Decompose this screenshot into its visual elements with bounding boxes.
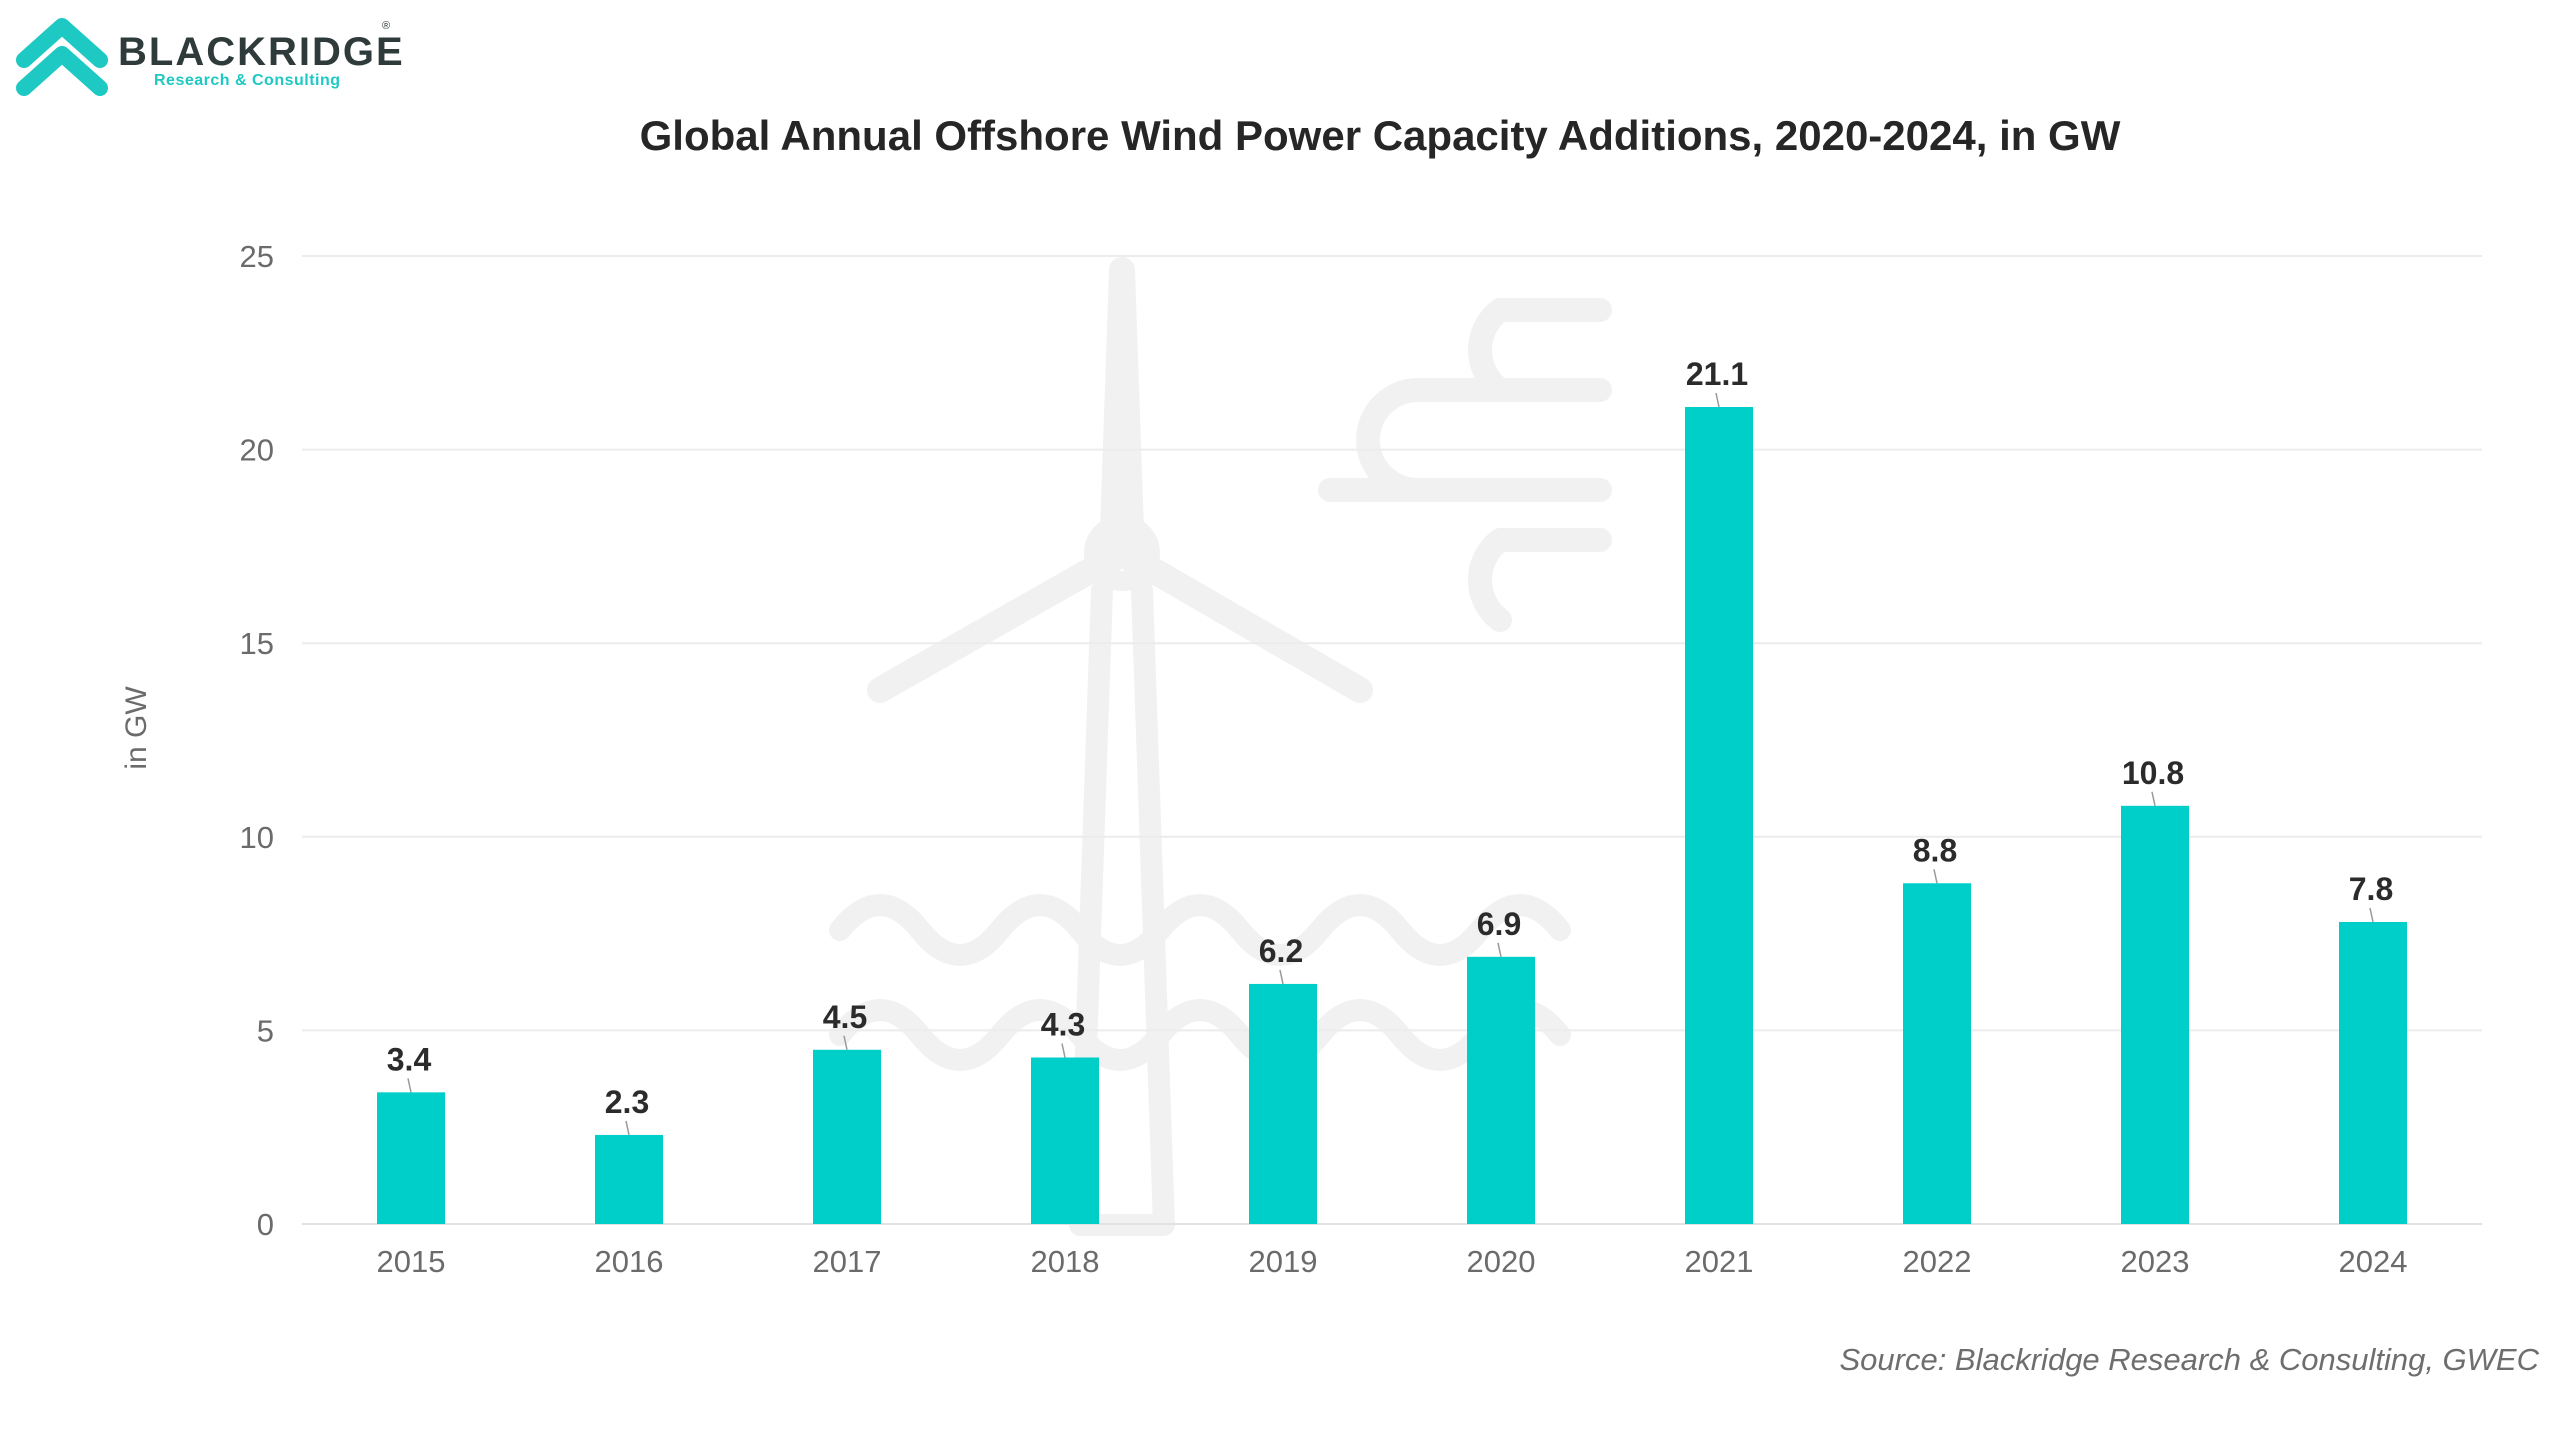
data-label-leader bbox=[1279, 969, 1284, 985]
x-tick-label: 2016 bbox=[595, 1244, 664, 1279]
brand-tagline: Research & Consulting bbox=[154, 72, 341, 89]
data-label: 4.3 bbox=[1041, 1007, 1085, 1043]
y-axis-title: in GW bbox=[120, 686, 153, 770]
x-tick-label: 2020 bbox=[1467, 1244, 1536, 1279]
bar-2022 bbox=[1903, 883, 1971, 1224]
y-tick-label: 0 bbox=[257, 1207, 274, 1242]
x-tick-label: 2019 bbox=[1249, 1244, 1318, 1279]
brand-logo: BLACKRIDGE ® Research & Consulting bbox=[14, 16, 414, 96]
data-label-leader bbox=[1933, 869, 1938, 884]
data-label-leader bbox=[407, 1078, 412, 1093]
y-tick-label: 15 bbox=[240, 626, 274, 661]
bar-2018 bbox=[1031, 1057, 1099, 1224]
x-tick-label: 2022 bbox=[1903, 1244, 1972, 1279]
data-label-leader bbox=[843, 1035, 848, 1050]
brand-name: BLACKRIDGE bbox=[118, 30, 405, 74]
y-tick-label: 5 bbox=[257, 1013, 274, 1048]
bar-2017 bbox=[813, 1049, 881, 1224]
x-tick-label: 2015 bbox=[377, 1244, 446, 1279]
data-label: 4.5 bbox=[823, 999, 867, 1035]
data-label-leader bbox=[625, 1120, 630, 1136]
x-tick-label: 2021 bbox=[1685, 1244, 1754, 1279]
data-label: 6.9 bbox=[1477, 906, 1521, 942]
data-label-leader bbox=[1061, 1043, 1066, 1058]
bar-2019 bbox=[1249, 983, 1317, 1224]
data-label-leader bbox=[2151, 791, 2156, 806]
data-label-leader bbox=[2369, 907, 2374, 923]
x-tick-label: 2024 bbox=[2339, 1244, 2408, 1279]
x-tick-label: 2023 bbox=[2121, 1244, 2190, 1279]
bar-2023 bbox=[2121, 805, 2189, 1224]
data-label-leader bbox=[1497, 942, 1502, 957]
y-tick-label: 10 bbox=[240, 820, 274, 855]
x-tick-label: 2017 bbox=[813, 1244, 882, 1279]
brand-registered-mark: ® bbox=[382, 20, 391, 32]
data-label: 7.8 bbox=[2349, 871, 2393, 907]
data-label-leader bbox=[1715, 392, 1720, 408]
x-tick-label: 2018 bbox=[1031, 1244, 1100, 1279]
source-note: Source: Blackridge Research & Consulting… bbox=[1839, 1342, 2539, 1377]
data-label: 8.8 bbox=[1913, 832, 1957, 868]
bar-2016 bbox=[595, 1134, 663, 1224]
chart-title: Global Annual Offshore Wind Power Capaci… bbox=[639, 112, 2121, 159]
data-label: 2.3 bbox=[605, 1084, 649, 1120]
chevron-up-logo-icon bbox=[16, 18, 108, 96]
data-label: 10.8 bbox=[2122, 755, 2184, 791]
data-label: 6.2 bbox=[1259, 933, 1303, 969]
bar-2020 bbox=[1467, 956, 1535, 1224]
data-label: 21.1 bbox=[1686, 356, 1748, 392]
wind-turbine-icon bbox=[829, 257, 1612, 1236]
bar-2021 bbox=[1685, 407, 1753, 1224]
bar-2015 bbox=[377, 1092, 445, 1224]
bar-2024 bbox=[2339, 921, 2407, 1224]
y-tick-label: 25 bbox=[240, 239, 274, 274]
data-label: 3.4 bbox=[387, 1041, 432, 1077]
y-tick-label: 20 bbox=[240, 433, 274, 468]
